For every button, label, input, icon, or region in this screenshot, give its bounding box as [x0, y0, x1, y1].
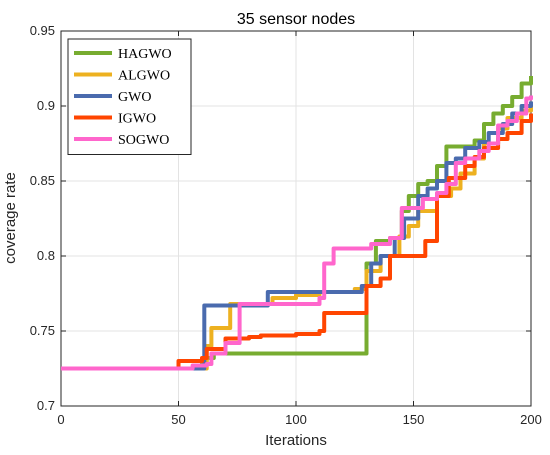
series-lines [61, 76, 533, 371]
legend-label-sogwo: SOGWO [118, 133, 169, 148]
y-tick-label: 0.9 [37, 98, 55, 113]
y-axis-label: coverage rate [2, 172, 19, 264]
axis-ticks: 0 50 100 150 200 0.7 0.75 0.8 0.85 0.9 0.95 [30, 23, 542, 427]
chart-title: 35 sensor nodes [237, 11, 355, 28]
y-tick-label: 0.75 [30, 323, 55, 338]
y-tick-label: 0.95 [30, 23, 55, 38]
legend-label-gwo: GWO [118, 90, 151, 105]
y-tick-label: 0.7 [37, 398, 55, 413]
x-tick-label: 150 [403, 412, 425, 427]
legend: HAGWO ALGWO GWO IGWO SOGWO [67, 38, 192, 155]
legend-label-hagwo: HAGWO [118, 47, 172, 62]
y-tick-label: 0.8 [37, 248, 55, 263]
legend-label-igwo: IGWO [118, 112, 156, 127]
x-tick-label: 200 [520, 412, 542, 427]
x-tick-label: 50 [171, 412, 185, 427]
legend-label-algwo: ALGWO [118, 69, 170, 84]
x-axis-label: Iterations [265, 432, 327, 449]
series-line-gwo [61, 101, 533, 371]
x-tick-label: 0 [57, 412, 64, 427]
x-tick-label: 100 [285, 412, 307, 427]
y-tick-label: 0.85 [30, 173, 55, 188]
series-line-sogwo [61, 95, 533, 371]
series-line-igwo [61, 113, 533, 371]
